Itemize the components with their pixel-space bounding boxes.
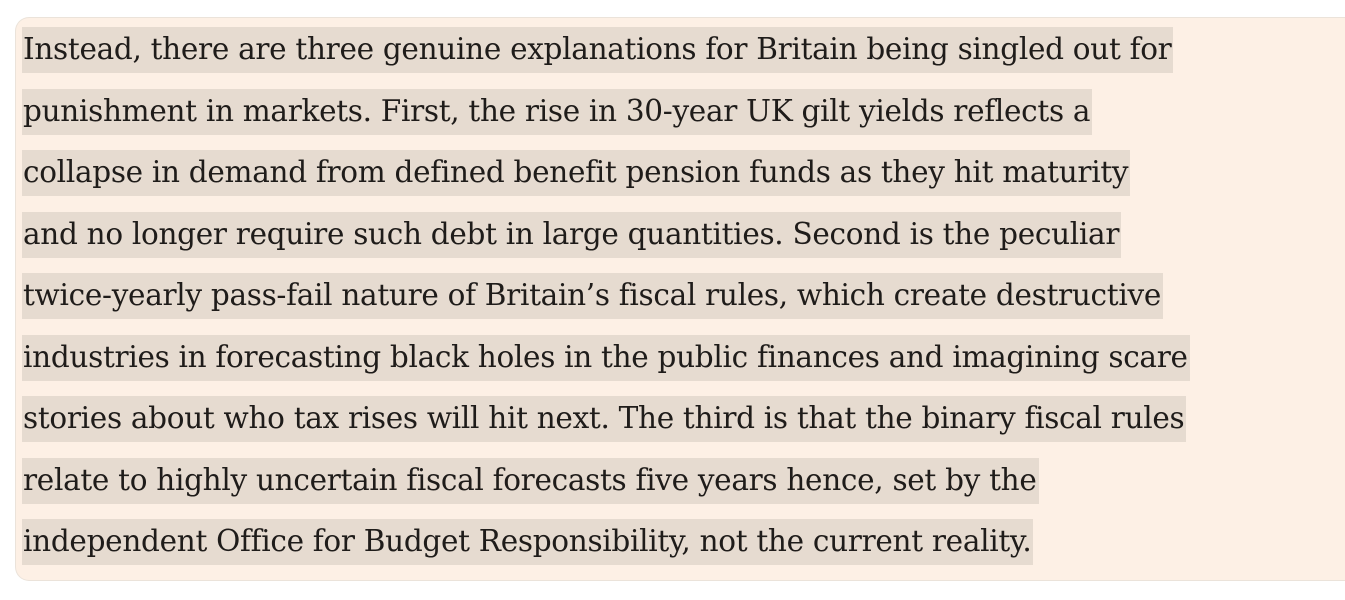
text-line: collapse in demand from defined benefit …: [22, 150, 1345, 217]
text-line: Instead, there are three genuine explana…: [22, 27, 1345, 94]
text-line: punishment in markets. First, the rise i…: [22, 88, 1345, 156]
highlighted-text: punishment in markets. First, the rise i…: [22, 88, 1093, 135]
highlighted-text: twice-yearly pass-fail nature of Britain…: [22, 273, 1163, 319]
text-line: stories about who tax rises will hit nex…: [22, 396, 1345, 463]
text-line: industries in forecasting black holes in…: [22, 334, 1345, 402]
highlighted-text: industries in forecasting black holes in…: [22, 334, 1190, 381]
text-line: independent Office for Budget Responsibi…: [22, 519, 1345, 580]
quote-card: Instead, there are three genuine explana…: [15, 17, 1345, 581]
highlighted-text: Instead, there are three genuine explana…: [22, 27, 1174, 73]
text-line: and no longer require such debt in large…: [22, 211, 1345, 279]
highlighted-text: stories about who tax rises will hit nex…: [22, 396, 1187, 442]
highlighted-text: collapse in demand from defined benefit …: [22, 150, 1131, 196]
article-paragraph: Instead, there are three genuine explana…: [22, 27, 1345, 580]
highlighted-text: relate to highly uncertain fiscal foreca…: [22, 457, 1039, 504]
text-line: twice-yearly pass-fail nature of Britain…: [22, 273, 1345, 340]
highlighted-text: independent Office for Budget Responsibi…: [22, 519, 1034, 565]
highlighted-text: and no longer require such debt in large…: [22, 211, 1122, 258]
text-line: relate to highly uncertain fiscal foreca…: [22, 457, 1345, 525]
